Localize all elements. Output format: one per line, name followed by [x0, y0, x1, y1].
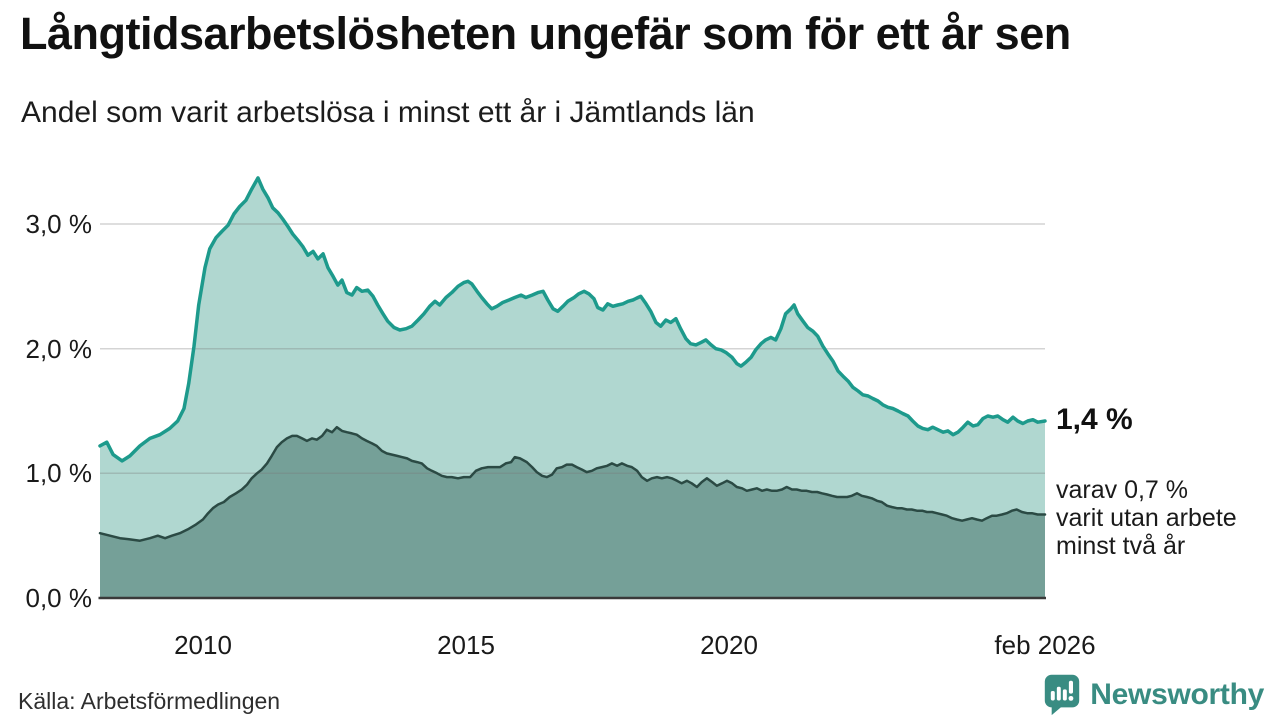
- latest-value-label: 1,4 %: [1056, 402, 1133, 436]
- y-tick-label-1: 1,0 %: [25, 458, 93, 488]
- area-unemployed-2yr: [100, 427, 1045, 598]
- note-line-1: varav 0,7 %: [1056, 476, 1189, 504]
- chart-subtitle: Andel som varit arbetslösa i minst ett å…: [21, 96, 755, 129]
- page-title: Långtidsarbetslösheten ungefär som för e…: [20, 8, 1071, 59]
- two-year-note: varav 0,7 % varit utan arbete minst två …: [1056, 476, 1237, 560]
- x-tick-label-2010: 2010: [174, 630, 232, 660]
- newsworthy-logo-text: Newsworthy: [1090, 677, 1264, 711]
- newsworthy-logo-icon: [1045, 674, 1080, 716]
- line-unemployed-1yr: [98, 176, 1047, 463]
- y-tick-label-0: 0,0 %: [25, 583, 93, 613]
- note-line-2: varit utan arbete: [1056, 504, 1237, 532]
- line-unemployed-2yr: [98, 425, 1047, 542]
- x-tick-label-feb-2026: feb 2026: [994, 630, 1096, 660]
- newsworthy-logo: Newsworthy: [1043, 673, 1264, 716]
- source-credit: Källa: Arbetsförmedlingen: [18, 688, 281, 714]
- y-tick-label-3: 3,0 %: [25, 209, 93, 239]
- x-tick-label-2020: 2020: [700, 630, 758, 660]
- note-line-3: minst två år: [1056, 532, 1186, 560]
- x-tick-label-2015: 2015: [437, 630, 495, 660]
- y-tick-label-2: 2,0 %: [25, 334, 93, 364]
